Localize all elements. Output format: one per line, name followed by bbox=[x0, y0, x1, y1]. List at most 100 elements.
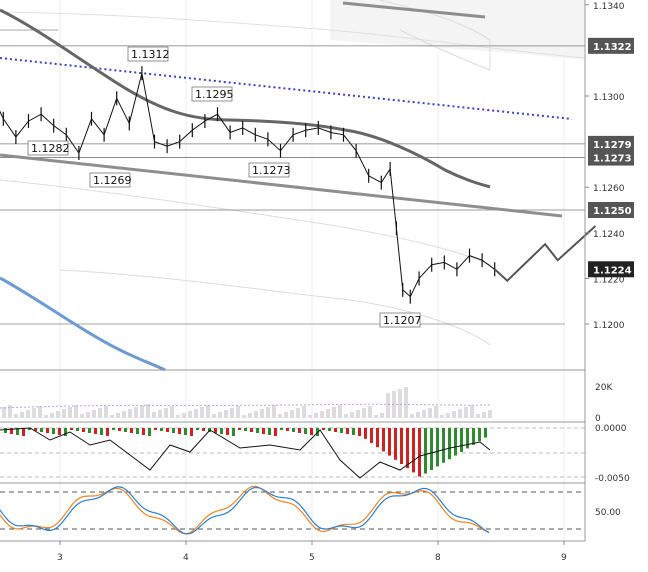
macd-histogram-bar bbox=[40, 428, 43, 432]
price-badge-label: 1.1224 bbox=[593, 265, 632, 276]
volume-bar bbox=[176, 415, 180, 418]
macd-histogram-bar bbox=[394, 428, 397, 460]
price-line bbox=[0, 73, 495, 298]
macd-histogram-bar bbox=[448, 428, 451, 460]
macd-histogram-bar bbox=[238, 428, 241, 430]
macd-histogram-bar bbox=[376, 428, 379, 448]
envelope-lower-2 bbox=[59, 269, 491, 346]
volume-bar bbox=[98, 408, 102, 418]
macd-histogram-bar bbox=[166, 428, 169, 432]
macd-histogram-bar bbox=[118, 428, 121, 431]
volume-bar bbox=[290, 410, 294, 418]
macd-histogram-bar bbox=[304, 428, 307, 434]
macd-histogram-bar bbox=[136, 428, 139, 434]
volume-bar bbox=[248, 413, 252, 418]
volume-bar bbox=[44, 415, 48, 418]
macd-panel bbox=[0, 427, 585, 479]
annotation-box bbox=[379, 312, 421, 328]
macd-histogram-bar bbox=[70, 428, 73, 430]
macd-histogram-bar bbox=[334, 428, 337, 432]
volume-bar bbox=[278, 414, 282, 418]
volume-bar bbox=[86, 412, 90, 418]
macd-histogram-bar bbox=[400, 428, 403, 464]
envelope-lower bbox=[0, 179, 491, 266]
volume-bar bbox=[338, 405, 342, 418]
macd-line bbox=[0, 427, 491, 479]
price-tick-label: 1.1340 bbox=[593, 2, 625, 12]
volume-bar bbox=[50, 413, 54, 418]
volume-bar bbox=[188, 411, 192, 418]
price-badge-label: 1.1250 bbox=[593, 206, 632, 217]
macd-histogram-bar bbox=[34, 428, 37, 431]
resistance-trendline bbox=[0, 57, 573, 120]
macd-histogram-bar bbox=[94, 428, 97, 434]
macd-histogram-bar bbox=[280, 428, 283, 430]
shaded-band bbox=[0, 0, 585, 60]
macd-histogram-bar bbox=[130, 428, 133, 433]
volume-bar bbox=[320, 411, 324, 418]
macd-histogram-bar bbox=[64, 428, 67, 436]
volume-bar bbox=[212, 414, 216, 418]
volume-bar bbox=[170, 406, 174, 418]
macd-histogram-bar bbox=[466, 428, 469, 449]
macd-tick-label: 0.0000 bbox=[595, 424, 627, 434]
volume-bar bbox=[488, 410, 492, 418]
macd-histogram-bar bbox=[226, 428, 229, 435]
price-tick-label: 1.1260 bbox=[593, 184, 625, 194]
price-badge bbox=[588, 202, 634, 218]
macd-tick-label: -0.0050 bbox=[595, 474, 630, 484]
annotation-label: 1.1295 bbox=[195, 88, 234, 101]
stoch-k-line bbox=[0, 486, 490, 535]
macd-histogram-bar bbox=[184, 428, 187, 435]
volume-bar bbox=[20, 412, 24, 418]
macd-histogram-bar bbox=[220, 428, 223, 434]
macd-histogram-bar bbox=[28, 428, 31, 430]
price-tick-label: 1.1220 bbox=[593, 275, 625, 285]
volume-tick-label: 0 bbox=[595, 414, 601, 424]
volume-bar bbox=[482, 412, 486, 418]
macd-histogram-bar bbox=[412, 428, 415, 473]
price-badge-label: 1.1322 bbox=[593, 42, 632, 53]
upper-trendline bbox=[342, 1, 486, 19]
macd-histogram-bar bbox=[286, 428, 289, 431]
macd-histogram-bar bbox=[424, 428, 427, 474]
volume-bar bbox=[32, 408, 36, 418]
macd-histogram-bar bbox=[202, 428, 205, 431]
volume-bar bbox=[122, 411, 126, 418]
envelope-upper bbox=[0, 11, 586, 59]
grid-lines bbox=[59, 0, 565, 541]
volume-bar bbox=[470, 405, 474, 418]
price-badge bbox=[588, 149, 634, 166]
volume-bar bbox=[218, 412, 222, 418]
macd-histogram-bar bbox=[268, 428, 271, 435]
price-tick-label: 1.1200 bbox=[593, 321, 625, 331]
volume-bar bbox=[80, 414, 84, 418]
volume-bar bbox=[434, 406, 438, 418]
volume-bar bbox=[110, 415, 114, 418]
x-tick-label: 4 bbox=[183, 553, 189, 563]
price-badge bbox=[588, 135, 634, 152]
volume-bar bbox=[302, 406, 306, 418]
macd-histogram-bar bbox=[292, 428, 295, 432]
macd-histogram-bar bbox=[484, 428, 487, 438]
volume-bar bbox=[368, 406, 372, 418]
volume-bar bbox=[230, 408, 234, 418]
macd-histogram-bar bbox=[310, 428, 313, 435]
volume-bar bbox=[260, 409, 264, 418]
macd-histogram-bar bbox=[148, 428, 151, 436]
moving-average-blue bbox=[0, 276, 166, 372]
volume-bar bbox=[326, 409, 330, 418]
macd-histogram-bar bbox=[418, 428, 421, 477]
price-badge bbox=[588, 37, 634, 54]
macd-histogram-bar bbox=[250, 428, 253, 432]
volume-bar bbox=[356, 410, 360, 418]
volume-bar bbox=[206, 405, 210, 418]
x-tick-label: 8 bbox=[435, 553, 441, 563]
volume-bar bbox=[314, 413, 318, 418]
macd-histogram-bar bbox=[172, 428, 175, 433]
macd-histogram-bar bbox=[178, 428, 181, 434]
macd-histogram-bar bbox=[232, 428, 235, 436]
macd-histogram-bar bbox=[58, 428, 61, 435]
macd-histogram-bar bbox=[100, 428, 103, 435]
